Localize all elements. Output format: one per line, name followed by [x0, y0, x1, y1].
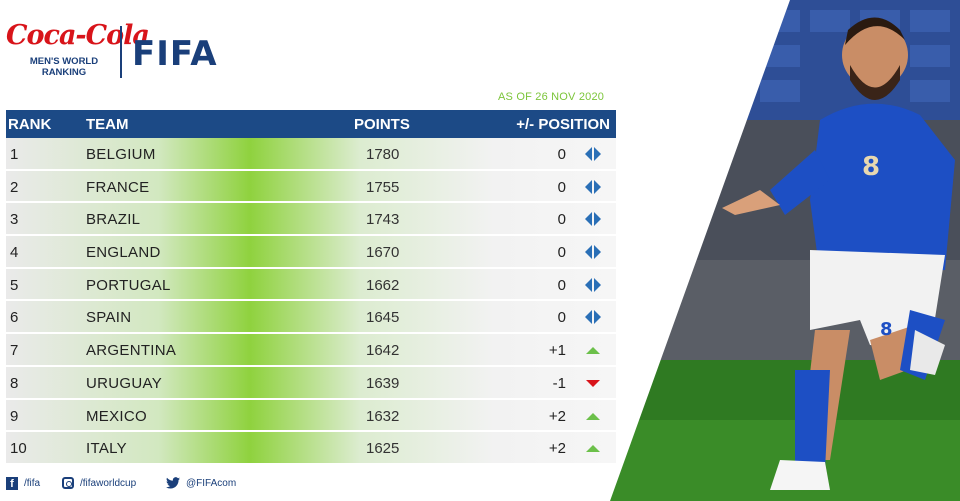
header-points: POINTS: [354, 116, 410, 133]
team-cell: PORTUGAL: [86, 276, 171, 294]
social-footer: f /fifa /fifaworldcup @FIFAcom: [6, 474, 306, 494]
table-row: 10 ITALY 1625 +2: [6, 432, 616, 465]
change-cell: 0: [557, 309, 566, 327]
team-cell: ARGENTINA: [86, 342, 177, 360]
twitter-handle: @FIFAcom: [186, 477, 237, 489]
points-cell: 1642: [366, 342, 400, 360]
same-position-icon: [585, 179, 601, 194]
row-background: [6, 138, 616, 171]
ranking-table: RANK TEAM POINTS +/- POSITION 1 BELGIUM 17…: [6, 110, 616, 465]
team-cell: BELGIUM: [86, 146, 156, 163]
instagram-handle: /fifaworldcup: [80, 477, 137, 489]
team-cell: BRAZIL: [86, 211, 141, 229]
points-cell: 1645: [366, 309, 400, 327]
table-body: 1 BELGIUM 1780 0 2 FRANCE 1755 0 3 BRAZIL 1743 0 4 EN…: [6, 138, 616, 465]
row-background: [6, 301, 616, 335]
ranking-subtitle: MEN'S WORLD RANKING: [29, 56, 99, 78]
points-cell: 1625: [366, 440, 400, 458]
header-team: TEAM: [86, 116, 129, 133]
change-cell: +1: [548, 342, 566, 360]
table-row: 3 BRAZIL 1743 0: [6, 203, 616, 237]
fifa-logo: FIFA: [132, 34, 218, 74]
same-position-icon: [585, 212, 601, 227]
facebook-link[interactable]: f /fifa: [6, 477, 40, 490]
table-row: 8 URUGUAY 1639 -1: [6, 366, 616, 400]
svg-text:8: 8: [862, 152, 880, 182]
table-row: 4 ENGLAND 1670 0: [6, 236, 616, 269]
same-position-icon: [585, 310, 601, 325]
table-row: 6 SPAIN 1645 0: [6, 301, 616, 335]
change-cell: 0: [557, 276, 566, 294]
instagram-icon: [62, 477, 74, 489]
change-cell: 0: [557, 244, 566, 262]
team-cell: MEXICO: [86, 407, 147, 425]
row-background: [6, 399, 616, 433]
points-cell: 1639: [366, 374, 400, 392]
instagram-link[interactable]: /fifaworldcup: [62, 477, 136, 489]
change-cell: 0: [557, 146, 566, 163]
table-row: 2 FRANCE 1755 0: [6, 170, 616, 204]
change-cell: 0: [557, 211, 566, 229]
up-arrow-icon: [586, 445, 600, 453]
team-cell: FRANCE: [86, 178, 150, 196]
points-cell: 1755: [366, 178, 400, 196]
svg-text:8: 8: [880, 319, 893, 340]
header: Coca-Cola MEN'S WORLD RANKING FIFA: [6, 14, 236, 84]
team-cell: ITALY: [86, 440, 127, 458]
header-position: +/- POSITION: [516, 116, 610, 133]
same-position-icon: [585, 277, 601, 292]
rank-cell: 6: [10, 309, 19, 327]
row-background: [6, 334, 616, 367]
team-cell: ENGLAND: [86, 244, 161, 262]
change-cell: +2: [548, 407, 566, 425]
down-arrow-icon: [586, 379, 600, 387]
rank-cell: 8: [10, 374, 19, 392]
rank-cell: 10: [10, 440, 27, 458]
rank-cell: 3: [10, 211, 19, 229]
points-cell: 1780: [366, 146, 400, 163]
rank-cell: 9: [10, 407, 19, 425]
rank-cell: 4: [10, 244, 19, 262]
twitter-icon: [166, 477, 180, 489]
twitter-link[interactable]: @FIFAcom: [166, 477, 236, 489]
table-row: 7 ARGENTINA 1642 +1: [6, 334, 616, 367]
row-background: [6, 366, 616, 400]
table-row: 9 MEXICO 1632 +2: [6, 399, 616, 433]
coca-cola-logo: Coca-Cola: [6, 20, 150, 51]
team-cell: URUGUAY: [86, 374, 162, 392]
row-background: [6, 236, 616, 269]
rank-cell: 2: [10, 178, 19, 196]
as-of-date: AS OF 26 NOV 2020: [498, 91, 605, 103]
points-cell: 1632: [366, 407, 400, 425]
points-cell: 1662: [366, 276, 400, 294]
table-row: 1 BELGIUM 1780 0: [6, 138, 616, 171]
rank-cell: 1: [10, 146, 19, 163]
table-row: 5 PORTUGAL 1662 0: [6, 268, 616, 302]
header-rank: RANK: [8, 116, 52, 133]
points-cell: 1670: [366, 244, 400, 262]
row-background: [6, 203, 616, 237]
rank-cell: 5: [10, 276, 19, 294]
points-cell: 1743: [366, 211, 400, 229]
team-cell: SPAIN: [86, 309, 132, 327]
row-background: [6, 432, 616, 465]
same-position-icon: [585, 147, 601, 161]
facebook-handle: /fifa: [24, 478, 41, 489]
logo-divider: [120, 26, 122, 78]
rank-cell: 7: [10, 342, 19, 360]
table-header: RANK TEAM POINTS +/- POSITION: [6, 110, 616, 138]
change-cell: -1: [552, 374, 566, 392]
up-arrow-icon: [586, 347, 600, 355]
change-cell: 0: [557, 178, 566, 196]
change-cell: +2: [548, 440, 566, 458]
facebook-icon: f: [6, 477, 18, 490]
same-position-icon: [585, 245, 601, 260]
up-arrow-icon: [586, 412, 600, 420]
row-background: [6, 170, 616, 204]
row-background: [6, 268, 616, 302]
